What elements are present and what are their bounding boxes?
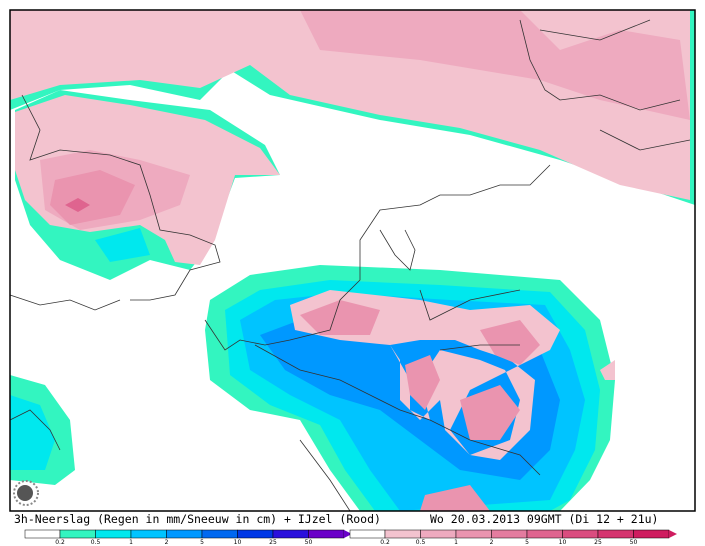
legend-label: 10	[559, 539, 567, 546]
legend-label: 2	[165, 539, 169, 546]
legend-label: 50	[305, 539, 313, 546]
legend-label: 5	[525, 539, 529, 546]
legend-arrow	[669, 530, 677, 538]
legend-lead	[349, 529, 386, 539]
legend-label: 50	[630, 539, 638, 546]
legend-swatch	[455, 529, 492, 539]
legend-swatch	[237, 529, 274, 539]
legend-swatch	[59, 529, 96, 539]
legend-swatch	[562, 529, 599, 539]
legend-label: 1	[129, 539, 133, 546]
legend-swatch	[308, 529, 345, 539]
legend-arrow	[344, 530, 352, 538]
legend-label: 25	[269, 539, 277, 546]
legend-label: 10	[234, 539, 242, 546]
legend-swatch	[491, 529, 528, 539]
caption-time: Wo 20.03.2013 09GMT (Di 12 + 21u)	[430, 512, 658, 526]
coastlines	[9, 19, 691, 512]
legend-label: 5	[200, 539, 204, 546]
caption-title: 3h-Neerslag (Regen in mm/Sneeuw in cm) +…	[14, 512, 381, 526]
legend-label: 1	[454, 539, 458, 546]
map-frame	[9, 9, 696, 512]
legend-lead	[24, 529, 61, 539]
legend-label: 2	[490, 539, 494, 546]
legend-swatch	[526, 529, 563, 539]
legend-swatch	[201, 529, 238, 539]
legend-label: 0.5	[416, 539, 426, 546]
legend-swatch	[384, 529, 421, 539]
legend-label: 25	[594, 539, 602, 546]
legend-swatch	[166, 529, 203, 539]
legend-swatch	[95, 529, 132, 539]
legend-label: 0.5	[91, 539, 101, 546]
legend-label: 0.2	[380, 539, 390, 546]
legend-swatch	[272, 529, 309, 539]
precipitation-fields	[10, 10, 695, 511]
legend-swatch	[597, 529, 634, 539]
legend-label: 0.2	[55, 539, 65, 546]
legend-swatch	[633, 529, 670, 539]
legend-swatch	[130, 529, 167, 539]
legend-swatch	[420, 529, 457, 539]
logo	[13, 480, 39, 506]
